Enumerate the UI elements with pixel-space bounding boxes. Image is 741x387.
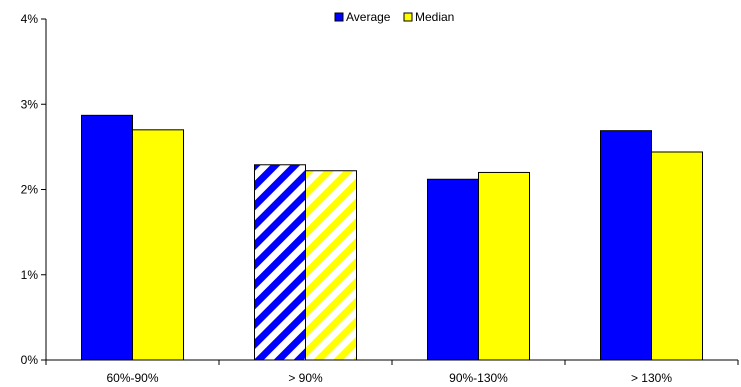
x-tick-label-3: > 130% <box>631 371 672 385</box>
bar-average-2 <box>427 178 479 361</box>
y-tick-label-3: 3% <box>21 97 39 111</box>
x-tick-label-2: 90%-130% <box>449 371 508 385</box>
y-tick-label-2: 2% <box>21 183 39 197</box>
bar-median-1 <box>305 170 357 361</box>
legend-label-median: Median <box>415 10 454 24</box>
legend-label-average: Average <box>346 10 391 24</box>
bar-median-0 <box>132 129 184 361</box>
bars-group <box>81 114 703 361</box>
x-tick-label-0: 60%-90% <box>106 371 158 385</box>
x-tick-label-1: > 90% <box>288 371 323 385</box>
legend: Average Median <box>334 10 454 24</box>
legend-swatch-median <box>403 12 413 22</box>
bar-average-0 <box>81 114 133 361</box>
y-tick-label-1: 1% <box>21 268 39 282</box>
legend-swatch-average <box>334 12 344 22</box>
y-tick-label-0: 0% <box>21 353 39 367</box>
axes-group: 0% 1% 2% 3% 4% 60%-90% > 90% 90%-130% > 130% <box>21 12 739 385</box>
bar-median-2 <box>478 171 530 361</box>
y-tick-label-4: 4% <box>21 12 39 26</box>
bar-average-1 <box>254 164 306 361</box>
bar-median-3 <box>651 151 703 361</box>
bar-average-3 <box>600 130 652 361</box>
